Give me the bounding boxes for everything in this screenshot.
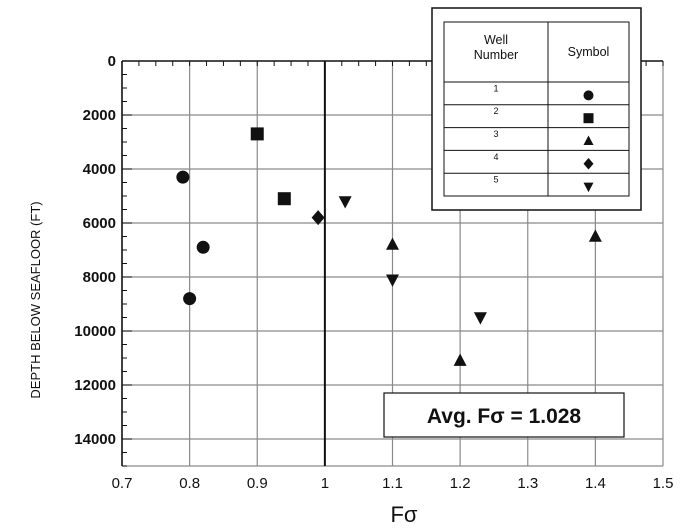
data-point-well-2 (250, 127, 264, 141)
legend-well-number: 4 (493, 152, 498, 162)
y-axis-title: DEPTH BELOW SEAFLOOR (FT) (28, 201, 43, 398)
x-tick-label: 1.3 (517, 475, 538, 492)
legend-header-well: Number (474, 48, 518, 62)
data-point-well-5 (473, 312, 487, 325)
y-tick-label: 0 (108, 53, 116, 70)
data-point-well-5 (338, 196, 352, 209)
data-point-well-2 (277, 192, 291, 206)
y-tick-label: 2000 (83, 107, 116, 124)
legend-header-symbol: Symbol (568, 45, 610, 59)
x-tick-label: 1.2 (450, 475, 471, 492)
data-point-well-1 (196, 240, 210, 254)
x-tick-label: 1.1 (382, 475, 403, 492)
x-tick-label: 1.4 (585, 475, 606, 492)
y-tick-label: 12000 (74, 377, 116, 394)
x-axis-title: Fσ (390, 502, 417, 527)
data-point-well-4 (311, 210, 325, 226)
legend-symbol-triangle-down (583, 182, 594, 193)
legend-well-number: 5 (493, 175, 498, 185)
legend-well-number: 3 (493, 129, 498, 139)
data-point-well-3 (453, 353, 467, 366)
legend-header-well: Well (484, 33, 508, 47)
legend-well-number: 1 (493, 83, 498, 93)
legend-symbol-diamond (583, 158, 594, 170)
legend-box (431, 7, 642, 211)
y-tick-label: 4000 (83, 161, 116, 178)
legend-well-number: 2 (493, 106, 498, 116)
legend-symbol-circle (583, 90, 594, 101)
legend-symbol-square (583, 113, 594, 124)
data-point-well-5 (386, 274, 399, 287)
annotation: Avg. Fσ = 1.028 (383, 392, 625, 438)
y-tick-label: 14000 (74, 431, 116, 448)
y-tick-label: 6000 (83, 215, 116, 232)
legend-symbol-triangle-up (583, 135, 594, 145)
x-tick-label: 1.5 (653, 475, 674, 492)
tick-labels: 0 2000 4000 6000 8000 10000 12000 14000 0.7 0.8 0.… (74, 53, 673, 492)
y-tick-label: 10000 (74, 323, 116, 340)
x-tick-label: 0.7 (112, 475, 133, 492)
x-tick-label: 0.8 (179, 475, 200, 492)
data-point-well-1 (176, 170, 190, 184)
x-tick-label: 1 (321, 475, 329, 492)
legend-inner-box (443, 21, 630, 197)
data-markers (176, 127, 602, 366)
data-point-well-1 (183, 292, 197, 306)
x-tick-label: 0.9 (247, 475, 268, 492)
data-point-well-3 (386, 237, 399, 250)
data-point-well-3 (588, 229, 602, 242)
y-tick-label: 8000 (83, 269, 116, 286)
annotation-text: Avg. Fσ = 1.028 (427, 405, 582, 428)
annotation-box (383, 392, 625, 438)
